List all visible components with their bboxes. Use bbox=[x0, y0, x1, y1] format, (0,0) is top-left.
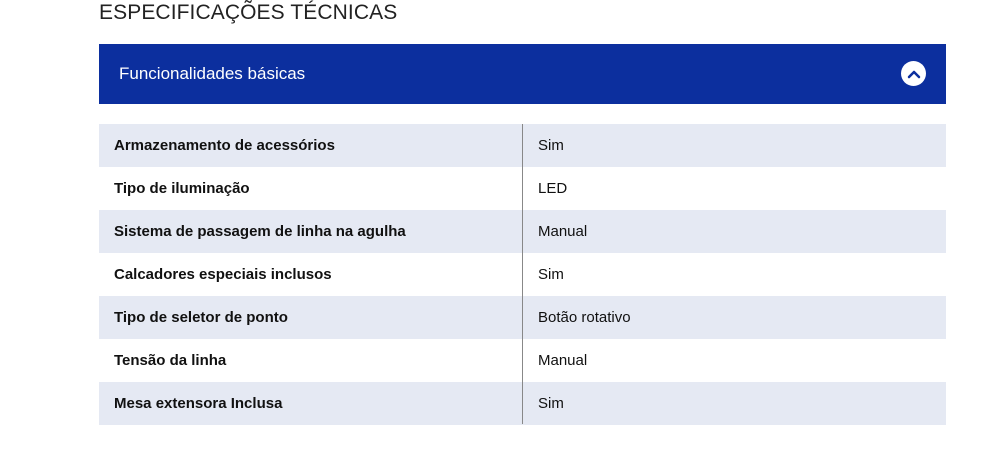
spec-name: Tipo de iluminação bbox=[114, 180, 250, 197]
spec-value: Sim bbox=[538, 137, 564, 154]
spec-value: Manual bbox=[538, 223, 588, 240]
spec-value: Sim bbox=[538, 266, 564, 283]
collapse-button[interactable] bbox=[901, 61, 926, 86]
spec-value: LED bbox=[538, 180, 568, 197]
table-row: Tipo de iluminação LED bbox=[99, 167, 946, 210]
accordion-label: Funcionalidades básicas bbox=[119, 64, 306, 83]
spec-name: Calcadores especiais inclusos bbox=[114, 266, 332, 283]
spec-name: Armazenamento de acessórios bbox=[114, 137, 335, 154]
column-divider bbox=[522, 124, 523, 424]
accordion-header-funcionalidades[interactable]: Funcionalidades básicas bbox=[99, 44, 946, 104]
spec-name: Mesa extensora Inclusa bbox=[114, 395, 283, 412]
page-title: ESPECIFICAÇÕES TÉCNICAS bbox=[99, 1, 398, 24]
spec-value: Sim bbox=[538, 395, 564, 412]
spec-name: Tensão da linha bbox=[114, 352, 227, 369]
chevron-up-icon bbox=[907, 70, 920, 78]
spec-value: Manual bbox=[538, 352, 588, 369]
spec-value: Botão rotativo bbox=[538, 309, 631, 326]
spec-name: Tipo de seletor de ponto bbox=[114, 309, 288, 326]
specs-table: Armazenamento de acessórios Sim Tipo de il… bbox=[99, 124, 946, 425]
spec-name: Sistema de passagem de linha na agulha bbox=[114, 223, 406, 240]
table-row: Calcadores especiais inclusos Sim bbox=[99, 253, 946, 296]
table-row: Tensão da linha Manual bbox=[99, 339, 946, 382]
